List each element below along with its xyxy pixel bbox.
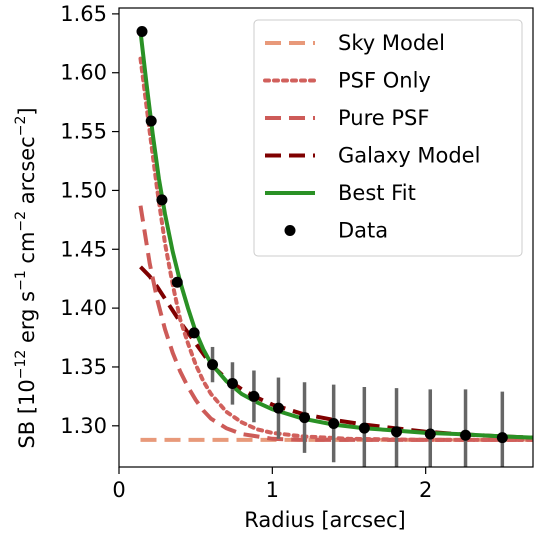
axes: 0 1 2 1.30 1.35 1.40 1.45 1.50 1.55 1.60 1.65 bbox=[60, 2, 534, 502]
legend: Sky Model PSF Only Pure PSF Galaxy Model Bes… bbox=[253, 19, 523, 257]
y-axis-title: SB [10−12 erg s−1 cm−2 arcsec−2] bbox=[13, 107, 39, 448]
data-point bbox=[145, 115, 157, 127]
series-line-psf-only bbox=[138, 56, 533, 442]
y-axis-title-part: SB [10 bbox=[15, 379, 39, 448]
y-axis-title-part: erg s bbox=[15, 291, 39, 350]
legend-label: Pure PSF bbox=[338, 106, 429, 130]
data-point bbox=[272, 402, 284, 414]
axes-frame bbox=[118, 7, 534, 468]
series-line-pure-psf bbox=[138, 205, 533, 442]
y-tick-label: 1.30 bbox=[60, 414, 107, 438]
y-axis-title-exponent: −12 bbox=[13, 350, 29, 380]
legend-label: PSF Only bbox=[338, 69, 431, 93]
data-point bbox=[496, 432, 508, 444]
legend-label: Best Fit bbox=[338, 181, 416, 205]
data-point bbox=[171, 276, 183, 288]
x-tick-label: 0 bbox=[112, 478, 125, 502]
y-tick-label: 1.45 bbox=[60, 237, 107, 261]
y-tick-label: 1.35 bbox=[60, 355, 107, 379]
legend-marker bbox=[284, 225, 296, 236]
data-point bbox=[299, 412, 311, 424]
y-axis-title-exponent: −1 bbox=[13, 270, 29, 291]
data-point bbox=[136, 26, 148, 38]
y-tick-label: 1.55 bbox=[60, 120, 107, 144]
y-axis-title-part: ] bbox=[15, 107, 39, 115]
data-point bbox=[156, 194, 168, 206]
series-line-galaxy-model bbox=[139, 265, 533, 440]
y-tick-label: 1.40 bbox=[60, 296, 107, 320]
plot-series-group bbox=[136, 26, 533, 467]
data-point bbox=[328, 417, 340, 429]
data-point bbox=[460, 429, 472, 441]
legend-label: Galaxy Model bbox=[338, 144, 480, 168]
y-axis-title-part: cm bbox=[15, 232, 39, 271]
y-tick-label: 1.50 bbox=[60, 178, 107, 202]
data-point bbox=[391, 426, 403, 438]
data-point bbox=[358, 422, 370, 434]
legend-label: Sky Model bbox=[338, 31, 445, 55]
x-tick-label: 2 bbox=[419, 478, 432, 502]
legend-label: Data bbox=[338, 219, 388, 243]
data-point bbox=[188, 327, 200, 339]
y-axis-title-exponent: −2 bbox=[13, 116, 29, 137]
plot-area bbox=[136, 26, 533, 467]
y-tick-label: 1.60 bbox=[60, 61, 107, 85]
y-tick-label: 1.65 bbox=[60, 2, 107, 26]
data-point bbox=[248, 390, 260, 402]
data-point bbox=[424, 428, 436, 440]
y-axis-title-part: arcsec bbox=[15, 136, 39, 211]
y-axis-title-exponent: −2 bbox=[13, 211, 29, 232]
legend-box bbox=[253, 19, 523, 257]
data-point bbox=[207, 359, 219, 371]
x-axis-title: Radius [arcsec] bbox=[244, 508, 405, 532]
data-point bbox=[226, 377, 238, 389]
x-tick-label: 1 bbox=[266, 478, 279, 502]
